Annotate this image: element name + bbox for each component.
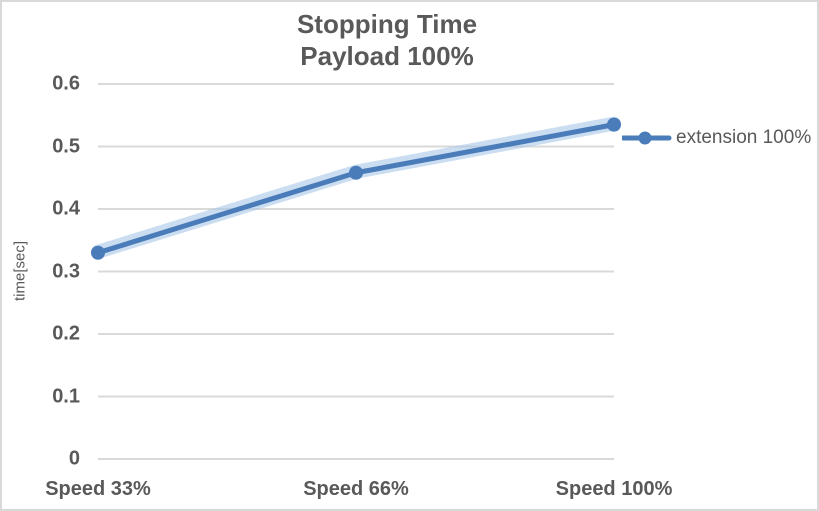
y-tick-label: 0.3 — [52, 260, 80, 282]
y-tick-label: 0.5 — [52, 135, 80, 157]
y-tick-label: 0.4 — [52, 197, 80, 220]
x-tick-label: Speed 33% — [45, 478, 151, 500]
y-tick-label: 0 — [68, 447, 80, 470]
data-point-marker — [349, 165, 363, 180]
x-tick-label: Speed 100% — [555, 478, 673, 500]
legend: extension 100% — [622, 127, 811, 149]
data-point-marker — [91, 245, 105, 260]
y-tick-label: 0.1 — [52, 385, 80, 407]
chart-title-line-2: Payload 100% — [300, 41, 474, 71]
series-glow — [91, 116, 621, 259]
chart-title: Stopping Time Payload 100% — [297, 8, 477, 72]
chart-title-line-1: Stopping Time — [296, 9, 478, 39]
legend-line-marker-icon — [622, 131, 672, 145]
x-tick-label: Speed 66% — [303, 478, 409, 500]
legend-label: extension 100% — [676, 127, 812, 148]
data-point-marker — [607, 117, 621, 132]
y-tick-label: 0.2 — [52, 322, 80, 345]
y-tick-label: 0.6 — [52, 72, 80, 95]
